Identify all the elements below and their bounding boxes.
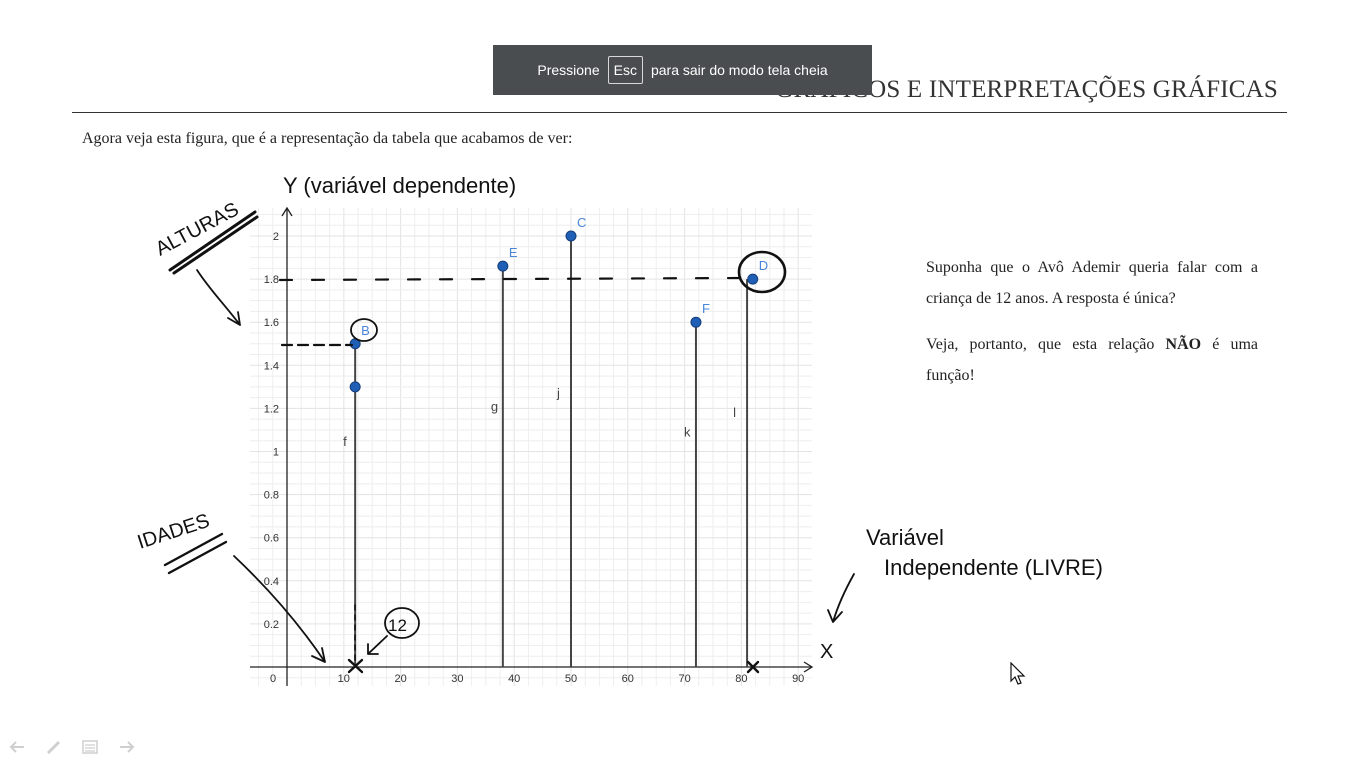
side-text: Suponha que o Avô Ademir queria falar co… xyxy=(926,252,1258,406)
p2-after: é uma função! xyxy=(926,336,1258,384)
p2-before: Veja, portanto, que esta relação xyxy=(926,336,1166,353)
arrow-left-icon[interactable] xyxy=(8,738,28,756)
point-label-D: D xyxy=(759,258,768,273)
x-tick-label: 80 xyxy=(735,673,747,685)
x-axis-arrowhead xyxy=(803,661,814,673)
alturas-arrow xyxy=(196,269,241,326)
p2-bold: NÃO xyxy=(1165,336,1202,353)
slide-navigation xyxy=(8,738,136,756)
mouse-cursor-icon xyxy=(1010,661,1026,691)
point-label-F: F xyxy=(702,301,710,316)
y-tick-label: 1.8 xyxy=(264,274,279,286)
y-tick-label: 1.4 xyxy=(264,360,279,372)
data-point-E xyxy=(497,260,509,272)
notice-suffix: para sair do modo tela cheia xyxy=(650,62,828,78)
height-1.8-dash xyxy=(278,276,742,282)
y-tick-label: 0.4 xyxy=(264,576,279,588)
chart-segments: f g j k l xyxy=(343,236,749,667)
x-tick-label: 40 xyxy=(508,673,520,685)
y-tick-label: 2 xyxy=(273,231,279,243)
menu-icon[interactable] xyxy=(80,738,100,756)
idades-underline xyxy=(163,532,228,575)
age-12-circle xyxy=(384,607,420,639)
alturas-underline xyxy=(168,210,259,275)
segment-label-g: g xyxy=(491,399,498,414)
x-tick-label: 30 xyxy=(451,673,463,685)
y-axis-arrowhead xyxy=(281,206,293,217)
data-point-F xyxy=(690,316,702,328)
x-axis-annotation-line1: Variável xyxy=(866,525,944,550)
point-label-C: C xyxy=(577,215,586,230)
y-axis-annotation: Y (variável dependente) xyxy=(283,173,516,198)
point-label-E: E xyxy=(509,245,518,260)
segment-label-f: f xyxy=(343,434,347,449)
x-tick-label: 10 xyxy=(338,673,350,685)
y-tick-label: 0.6 xyxy=(264,533,279,545)
x-tick-label: 60 xyxy=(622,673,634,685)
idades-arrow xyxy=(233,555,326,663)
x-tick-label: 50 xyxy=(565,673,577,685)
data-point-D xyxy=(747,273,759,285)
y-tick-label: 1.2 xyxy=(264,403,279,415)
x-tick-label: 20 xyxy=(394,673,406,685)
arrow-right-icon[interactable] xyxy=(116,738,136,756)
y-tick-label: 1 xyxy=(273,447,279,459)
pen-icon[interactable] xyxy=(44,738,64,756)
chart-ticks: 0 10 20 30 40 50 60 70 80 90 0.2 0.4 0.6 0.8 1 1.2 1.4 1.… xyxy=(264,231,805,685)
x-symbol: X xyxy=(820,641,833,663)
side-paragraph-1: Suponha que o Avô Ademir queria falar co… xyxy=(926,259,1258,307)
esc-key[interactable]: Esc xyxy=(607,56,643,84)
segment-label-l: l xyxy=(733,405,736,420)
y-tick-label: 0.8 xyxy=(264,490,279,502)
x-axis-arrow xyxy=(827,573,855,623)
notice-prefix: Pressione xyxy=(537,62,600,78)
segment-label-j: j xyxy=(556,386,560,401)
x-tick-label: 0 xyxy=(270,673,276,685)
point-b-circle xyxy=(350,318,378,342)
chart-grid xyxy=(250,208,812,686)
y-tick-label: 1.6 xyxy=(264,317,279,329)
chart-points: B E C F D xyxy=(349,215,768,393)
handwritten-annotations: Y (variável dependente) ALTURAS IDADES 1… xyxy=(135,173,1103,674)
point-d-circle xyxy=(737,250,787,294)
point-label-B: B xyxy=(361,323,370,338)
x-axis-annotation-line2: Independente (LIVRE) xyxy=(884,555,1103,580)
idades-annotation: IDADES xyxy=(135,510,213,554)
y-tick-label: 0.2 xyxy=(264,619,279,631)
data-point-C xyxy=(565,230,577,242)
x-tick-label: 90 xyxy=(792,673,804,685)
x-mark-12 xyxy=(347,658,364,674)
segment-label-k: k xyxy=(684,424,691,439)
fullscreen-notice: Pressione Esc para sair do modo tela che… xyxy=(493,45,872,95)
x-tick-label: 70 xyxy=(678,673,690,685)
title-divider xyxy=(72,112,1287,113)
chart-axes xyxy=(250,206,814,686)
intro-text: Agora veja esta figura, que é a represen… xyxy=(82,130,573,147)
age-12-arrow xyxy=(367,635,388,655)
age-12-label: 12 xyxy=(388,616,407,635)
data-point-0 xyxy=(349,381,361,393)
side-paragraph-2: Veja, portanto, que esta relação NÃO é u… xyxy=(926,329,1258,391)
x-mark-81 xyxy=(746,660,760,674)
